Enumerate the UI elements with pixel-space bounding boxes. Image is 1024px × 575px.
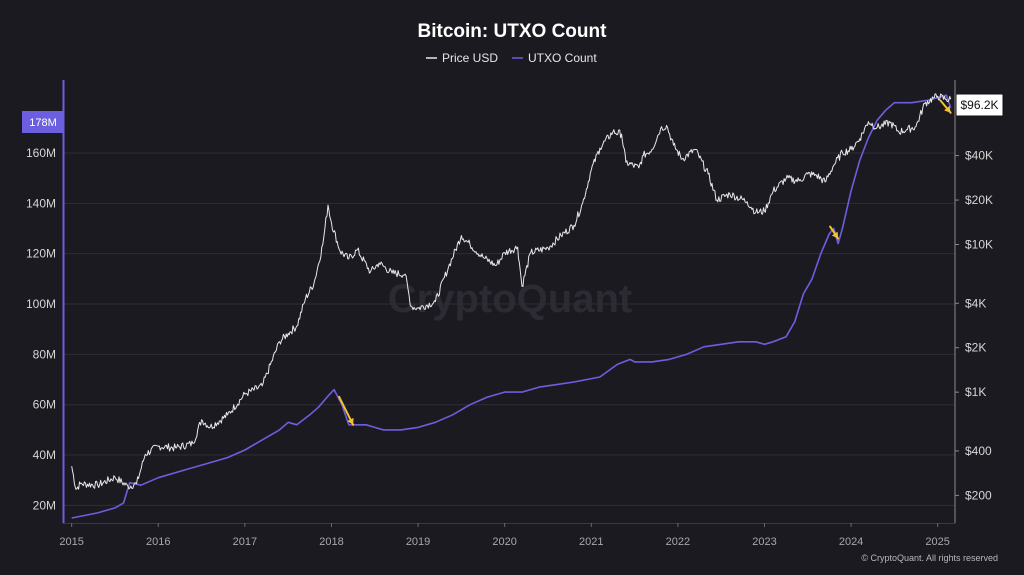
current-utxo-badge: 178M	[22, 111, 64, 133]
left-tick-label: 120M	[26, 247, 56, 261]
price-line	[71, 93, 952, 490]
right-tick-label: $400	[965, 444, 992, 458]
current-price-label: $96.2K	[960, 98, 998, 112]
left-axis-ticks: 20M 40M 60M 80M 100M 120M 140M 160M	[26, 146, 56, 512]
right-tick-label: $1K	[965, 385, 986, 399]
right-tick-label: $10K	[965, 237, 993, 251]
watermark: CryptoQuant	[388, 277, 632, 321]
right-tick-label: $200	[965, 488, 992, 502]
current-utxo-label: 178M	[29, 117, 57, 129]
legend-utxo-label[interactable]: UTXO Count	[528, 51, 597, 65]
x-tick-label: 2021	[579, 536, 603, 548]
left-tick-label: 80M	[33, 347, 56, 361]
left-tick-label: 40M	[33, 448, 56, 462]
x-tick-label: 2020	[492, 536, 516, 548]
left-tick-label: 20M	[33, 498, 56, 512]
left-tick-label: 160M	[26, 146, 56, 160]
annotation-arrowhead	[831, 231, 839, 239]
right-tick-label: $40K	[965, 149, 993, 163]
x-tick-label: 2015	[59, 536, 83, 548]
x-axis-ticks: 2015 2016 2017 2018 2019 2020 2021 2022 2023 2024…	[59, 523, 950, 548]
x-tick-label: 2016	[146, 536, 170, 548]
annotation-arrowhead	[347, 417, 354, 425]
current-utxo-badge-bg	[22, 111, 64, 133]
current-price-badge-bg	[955, 93, 1004, 117]
legend: Price USD UTXO Count	[426, 51, 597, 65]
x-tick-label: 2024	[839, 536, 863, 548]
current-price-badge: $96.2K	[955, 93, 1004, 117]
x-tick-label: 2025	[925, 536, 949, 548]
right-axis-ticks: $200 $400 $1K $2K $4K $10K $20K $40K	[955, 149, 993, 502]
right-tick-label: $2K	[965, 341, 986, 355]
annotation-arrowhead	[944, 105, 951, 113]
x-tick-label: 2018	[319, 536, 343, 548]
x-tick-label: 2017	[233, 536, 257, 548]
x-tick-label: 2023	[752, 536, 776, 548]
left-tick-label: 60M	[33, 398, 56, 412]
x-tick-label: 2022	[666, 536, 690, 548]
left-tick-label: 100M	[26, 297, 56, 311]
right-tick-label: $20K	[965, 193, 993, 207]
gridlines	[63, 152, 955, 506]
copyright-text: © CryptoQuant. All rights reserved	[861, 553, 998, 563]
left-tick-label: 140M	[26, 196, 56, 210]
x-tick-label: 2019	[406, 536, 430, 548]
right-tick-label: $4K	[965, 296, 986, 310]
legend-price-label[interactable]: Price USD	[442, 51, 498, 65]
chart-title: Bitcoin: UTXO Count	[418, 21, 608, 42]
annotation-arrows	[338, 99, 952, 426]
series-group	[71, 93, 952, 519]
utxo-line	[71, 94, 952, 519]
